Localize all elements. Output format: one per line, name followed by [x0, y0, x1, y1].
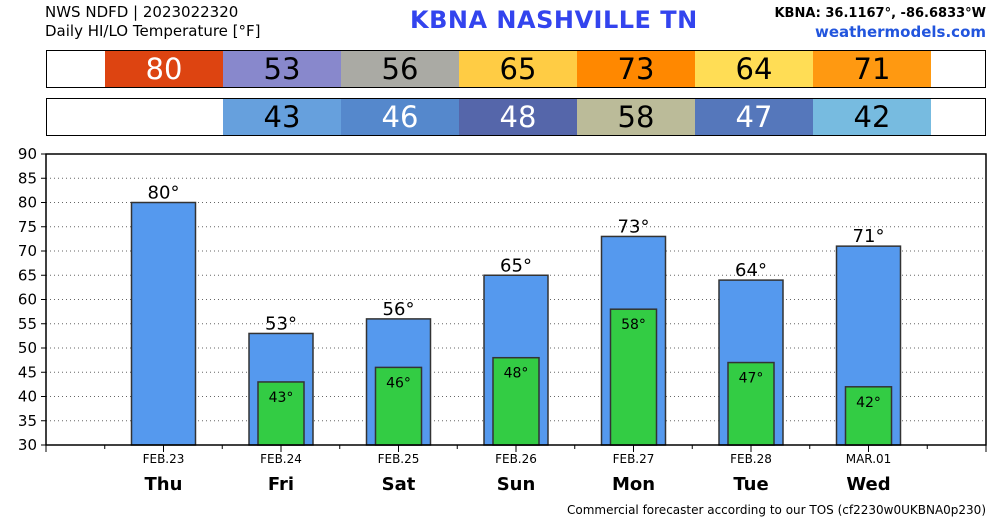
low-bar-label: 43° — [269, 390, 294, 406]
high-bar-label: 73° — [618, 216, 650, 237]
high-temp-cell: 64 — [695, 51, 813, 87]
low-bar — [374, 366, 423, 446]
low-temp-cell: 48 — [459, 99, 577, 135]
date-label: FEB.23 — [143, 452, 185, 466]
day-label: Thu — [145, 474, 183, 495]
temperature-chart: 30 35 40 45 50 55 60 65 70 75 80 85 90 80° 53° 43° 56° 46… — [18, 145, 987, 495]
high-bar-label: 53° — [265, 313, 297, 334]
high-bar-label: 80° — [148, 183, 180, 204]
date-label: FEB.24 — [260, 452, 302, 466]
day-label: Mon — [612, 474, 655, 495]
low-temp-cell: 58 — [577, 99, 695, 135]
high-temp-cell: 53 — [223, 51, 341, 87]
low-bar — [609, 308, 658, 446]
low-temp-cell: 42 — [813, 99, 931, 135]
station-coordinates: KBNA: 36.1167°, -86.6833°W — [774, 6, 986, 21]
date-label: FEB.28 — [730, 452, 772, 466]
low-bar-label: 42° — [856, 395, 881, 411]
low-bar — [257, 381, 305, 446]
y-tick-label: 75 — [18, 218, 37, 236]
station-location: KBNA NASHVILLE TN — [410, 6, 698, 34]
low-bar-label: 58° — [621, 317, 646, 333]
footer-note: Commercial forecaster according to our T… — [566, 503, 986, 517]
high-bar-label: 56° — [383, 299, 415, 320]
low-temp-cell: 46 — [341, 99, 459, 135]
high-bar — [130, 201, 197, 446]
product-subtitle: Daily HI/LO Temperature [°F] — [45, 22, 261, 40]
y-tick-label: 45 — [18, 363, 37, 381]
day-label: Tue — [733, 474, 768, 495]
high-temp-cell: 73 — [577, 51, 695, 87]
y-tick-label: 55 — [18, 315, 37, 333]
y-tick-label: 50 — [18, 339, 37, 357]
y-tick-label: 85 — [18, 169, 37, 187]
high-temp-cell: 80 — [105, 51, 223, 87]
low-bar — [492, 356, 540, 446]
low-temp-strip: 43 46 48 58 47 42 — [46, 98, 986, 136]
y-tick-label: 65 — [18, 266, 37, 284]
low-temp-cell: 47 — [695, 99, 813, 135]
date-label: FEB.25 — [378, 452, 420, 466]
y-tick-label: 90 — [18, 145, 37, 163]
product-title: NWS NDFD | 2023022320 — [45, 3, 239, 21]
low-bar-label: 47° — [739, 371, 764, 387]
high-temp-cell: 56 — [341, 51, 459, 87]
low-temp-cell: 43 — [223, 99, 341, 135]
high-bar-label: 71° — [853, 226, 885, 247]
high-bar-label: 64° — [735, 260, 767, 281]
high-temp-cell: 65 — [459, 51, 577, 87]
day-label: Wed — [846, 474, 890, 495]
y-tick-label: 80 — [18, 194, 37, 212]
low-bar-label: 48° — [504, 366, 529, 382]
y-tick-label: 35 — [18, 412, 37, 430]
day-label: Fri — [268, 474, 294, 495]
low-bar-label: 46° — [386, 375, 411, 391]
high-temp-strip: 80 53 56 65 73 64 71 — [46, 50, 986, 88]
site-link[interactable]: weathermodels.com — [814, 23, 986, 41]
high-temp-cell: 71 — [813, 51, 931, 87]
date-label: FEB.26 — [495, 452, 537, 466]
date-label: MAR.01 — [846, 452, 892, 466]
low-bar — [844, 386, 893, 446]
date-label: FEB.27 — [613, 452, 655, 466]
high-bar-label: 65° — [500, 255, 532, 276]
y-tick-label: 30 — [18, 436, 37, 454]
day-label: Sat — [382, 474, 416, 495]
day-label: Sun — [497, 474, 536, 495]
y-tick-label: 70 — [18, 242, 37, 260]
y-tick-label: 40 — [18, 388, 37, 406]
y-tick-label: 60 — [18, 291, 37, 309]
